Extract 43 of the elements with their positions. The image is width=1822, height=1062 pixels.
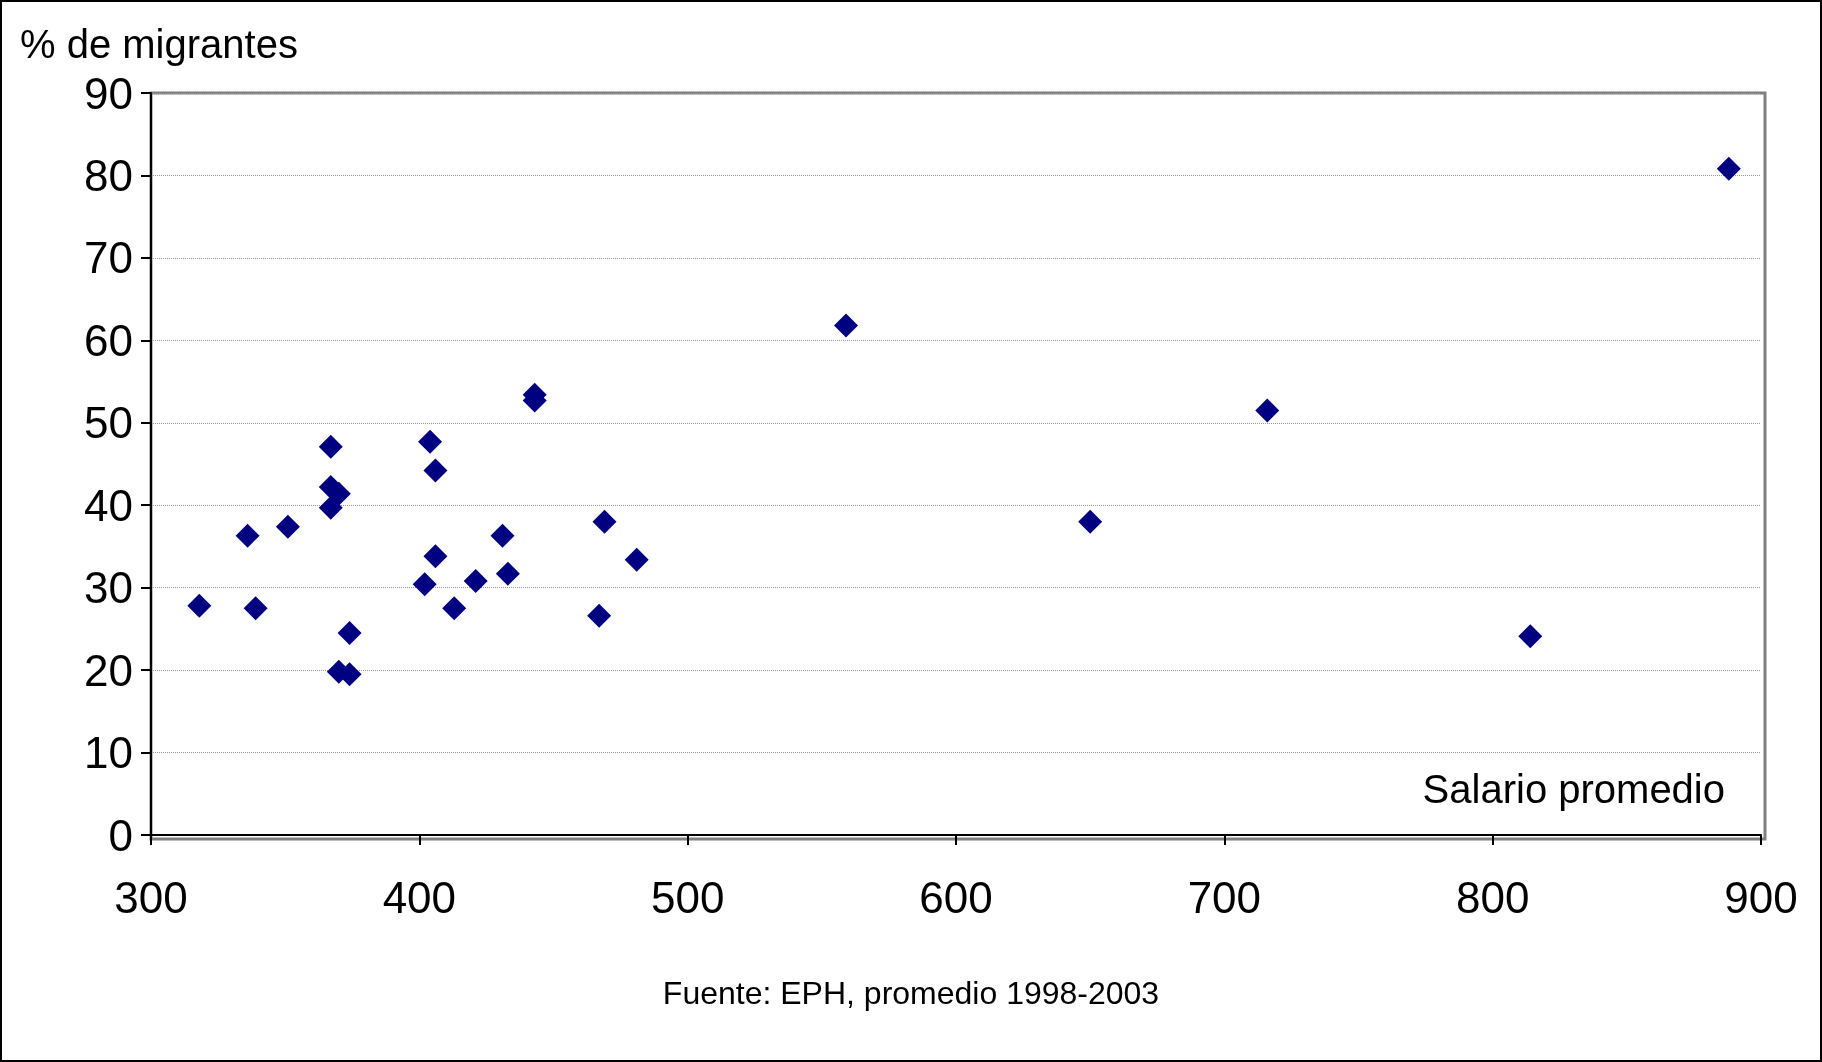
point (1518, 624, 1543, 649)
point (337, 621, 362, 646)
point (1255, 398, 1280, 423)
x-tick-label: 300 (114, 872, 188, 922)
point (592, 509, 617, 534)
point (1716, 156, 1741, 181)
x-tick-label: 800 (1455, 872, 1530, 922)
point (490, 523, 515, 548)
point (442, 596, 467, 621)
point (423, 458, 448, 483)
x-tick-label: 700 (1187, 872, 1262, 922)
x-tick-label: 400 (382, 872, 457, 922)
y-tick-label: 60 (84, 315, 133, 365)
y-axis-title: % de migrantes (20, 22, 298, 66)
point (587, 603, 612, 628)
x-tick-label: 600 (919, 872, 993, 922)
x-axis-title: Salario promedio (1422, 767, 1726, 811)
point (495, 561, 520, 586)
point (275, 514, 300, 539)
point (833, 313, 858, 338)
point (1078, 509, 1103, 534)
point (318, 434, 343, 459)
y-tick-label: 0 (108, 810, 133, 860)
point (418, 429, 443, 454)
y-tick-label: 70 (84, 233, 133, 283)
y-tick-label: 40 (84, 480, 133, 530)
source-note: Fuente: EPH, promedio 1998-2003 (662, 975, 1160, 1011)
point (243, 596, 268, 621)
y-tick-label: 50 (84, 398, 133, 448)
point (187, 593, 212, 618)
point (463, 569, 488, 594)
x-tick-label: 900 (1724, 872, 1798, 922)
x-tick-label: 500 (650, 872, 725, 922)
point (235, 523, 260, 548)
point (318, 495, 343, 520)
y-tick-label: 90 (84, 68, 133, 118)
point (423, 544, 448, 569)
point (412, 572, 437, 597)
y-tick-label: 10 (84, 728, 133, 778)
y-tick-label: 20 (84, 645, 133, 695)
y-tick-label: 80 (84, 150, 133, 200)
point (624, 547, 649, 572)
y-tick-label: 30 (84, 563, 133, 613)
